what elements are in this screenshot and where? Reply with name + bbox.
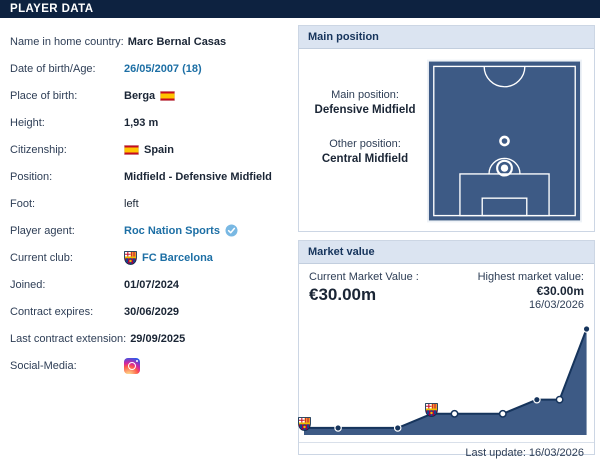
info-value: 01/07/2024 — [124, 279, 179, 291]
main-position-panel-header: Main position — [299, 26, 594, 49]
chart-area-fill — [304, 329, 587, 435]
info-value: Midfield - Defensive Midfield — [124, 171, 272, 183]
player-info-row: Joined: 01/07/2024 — [0, 271, 294, 298]
info-value: FC Barcelona — [124, 250, 213, 265]
player-info-row: Foot: left — [0, 190, 294, 217]
info-label: Foot: — [10, 197, 36, 210]
info-label: Player agent: — [10, 224, 75, 237]
info-label: Position: — [10, 170, 53, 183]
player-info-row: Place of birth: Berga — [0, 82, 294, 109]
info-label: Place of birth: — [10, 89, 78, 102]
info-label: Current club: — [10, 251, 73, 264]
player-info-row: Name in home country: Marc Bernal Casas — [0, 28, 294, 55]
info-label: Citizenship: — [10, 143, 67, 156]
main-position-label: Main position: — [331, 89, 399, 101]
player-info-row: Position: Midfield - Defensive Midfield — [0, 163, 294, 190]
chart-point[interactable] — [582, 325, 591, 333]
current-market-value: €30.00m — [309, 285, 377, 304]
info-label: Last contract extension: — [10, 332, 127, 345]
market-value-panel: Market value Current Market Value : €30.… — [297, 240, 595, 459]
info-value: Spain — [124, 144, 174, 156]
other-position-label: Other position: — [329, 138, 401, 150]
chart-point-open[interactable] — [555, 395, 564, 404]
info-value — [124, 357, 140, 374]
info-value-text: Marc Bernal Casas — [127, 35, 227, 48]
main-position-value: Defensive Midfield — [314, 104, 416, 116]
info-value-text: Berga — [124, 89, 156, 102]
chart-point-open[interactable] — [498, 409, 507, 418]
info-value-text[interactable]: Roc Nation Sports — [124, 224, 220, 237]
player-info-row: Date of birth/Age: 26/05/2007 (18) — [0, 55, 294, 82]
page-title: PLAYER DATA — [0, 0, 600, 18]
info-label: Name in home country: — [10, 35, 124, 48]
info-value-text[interactable]: 26/05/2007 (18) — [124, 62, 202, 75]
highest-market-value: €30.00m — [536, 284, 584, 298]
info-value: 1,93 m — [124, 117, 158, 129]
goal-area — [481, 197, 528, 217]
last-update-text: Last update: 16/03/2026 — [299, 442, 594, 459]
center-circle-arc — [483, 66, 526, 88]
other-position-marker — [499, 135, 510, 147]
info-value-text: 01/07/2024 — [124, 278, 180, 291]
penalty-arc — [488, 157, 521, 174]
info-label: Contract expires: — [10, 305, 94, 318]
info-value-text: left — [124, 197, 139, 210]
info-label: Height: — [10, 116, 45, 129]
player-info-row: Current club: FC Barcelona — [0, 244, 294, 271]
spain-flag-icon — [160, 90, 176, 101]
verified-check-icon — [225, 224, 238, 237]
market-value-chart-svg[interactable] — [299, 315, 594, 441]
info-value-text: Midfield - Defensive Midfield — [124, 170, 272, 183]
player-info-table: Name in home country: Marc Bernal Casas … — [0, 28, 294, 379]
player-info-row: Last contract extension: 29/09/2025 — [0, 325, 294, 352]
info-value: Marc Bernal Casas — [128, 36, 226, 48]
info-value-text: 1,93 m — [124, 116, 159, 129]
main-position-marker-center — [500, 164, 509, 172]
chart-point-open[interactable] — [450, 409, 459, 418]
player-info-row: Player agent: Roc Nation Sports — [0, 217, 294, 244]
chart-point[interactable] — [334, 424, 342, 432]
chart-club-badge[interactable] — [425, 402, 439, 417]
chart-point[interactable] — [533, 395, 541, 404]
main-position-panel: Main position Main position: Defensive M… — [298, 25, 595, 232]
instagram-icon[interactable] — [124, 357, 140, 374]
info-value-text: 29/09/2025 — [130, 332, 186, 345]
player-info-row: Citizenship: Spain — [0, 136, 294, 163]
main-position-marker — [496, 159, 513, 177]
player-info-row: Social-Media: — [0, 352, 294, 379]
player-info-row: Height: 1,93 m — [0, 109, 294, 136]
info-value: Roc Nation Sports — [124, 224, 238, 237]
highest-market-value-label: Highest market value: — [477, 271, 584, 283]
highest-market-value-date: 16/03/2026 — [528, 299, 584, 311]
info-value-text: Spain — [144, 143, 174, 156]
current-market-value-label: Current Market Value : — [309, 271, 419, 283]
info-value: 26/05/2007 (18) — [124, 63, 202, 75]
info-value: left — [124, 198, 139, 210]
info-label: Joined: — [10, 278, 46, 291]
info-value: 30/06/2029 — [124, 306, 179, 318]
info-label: Date of birth/Age: — [10, 62, 96, 75]
market-value-chart[interactable] — [297, 315, 594, 441]
player-info-row: Contract expires: 30/06/2029 — [0, 298, 294, 325]
spain-flag-icon — [124, 144, 139, 155]
chart-point[interactable] — [393, 424, 402, 432]
chart-club-badge[interactable] — [297, 417, 311, 431]
info-value-text[interactable]: FC Barcelona — [142, 251, 213, 264]
info-value: 29/09/2025 — [130, 333, 185, 345]
fc-barcelona-crest-icon — [124, 250, 137, 265]
info-value: Berga — [124, 89, 176, 102]
market-value-panel-header: Market value — [299, 241, 594, 264]
info-label: Social-Media: — [10, 359, 77, 372]
pitch-diagram — [427, 59, 582, 223]
penalty-area — [459, 173, 550, 217]
other-position-value: Central Midfield — [321, 153, 409, 165]
info-value-text: 30/06/2029 — [124, 305, 180, 318]
